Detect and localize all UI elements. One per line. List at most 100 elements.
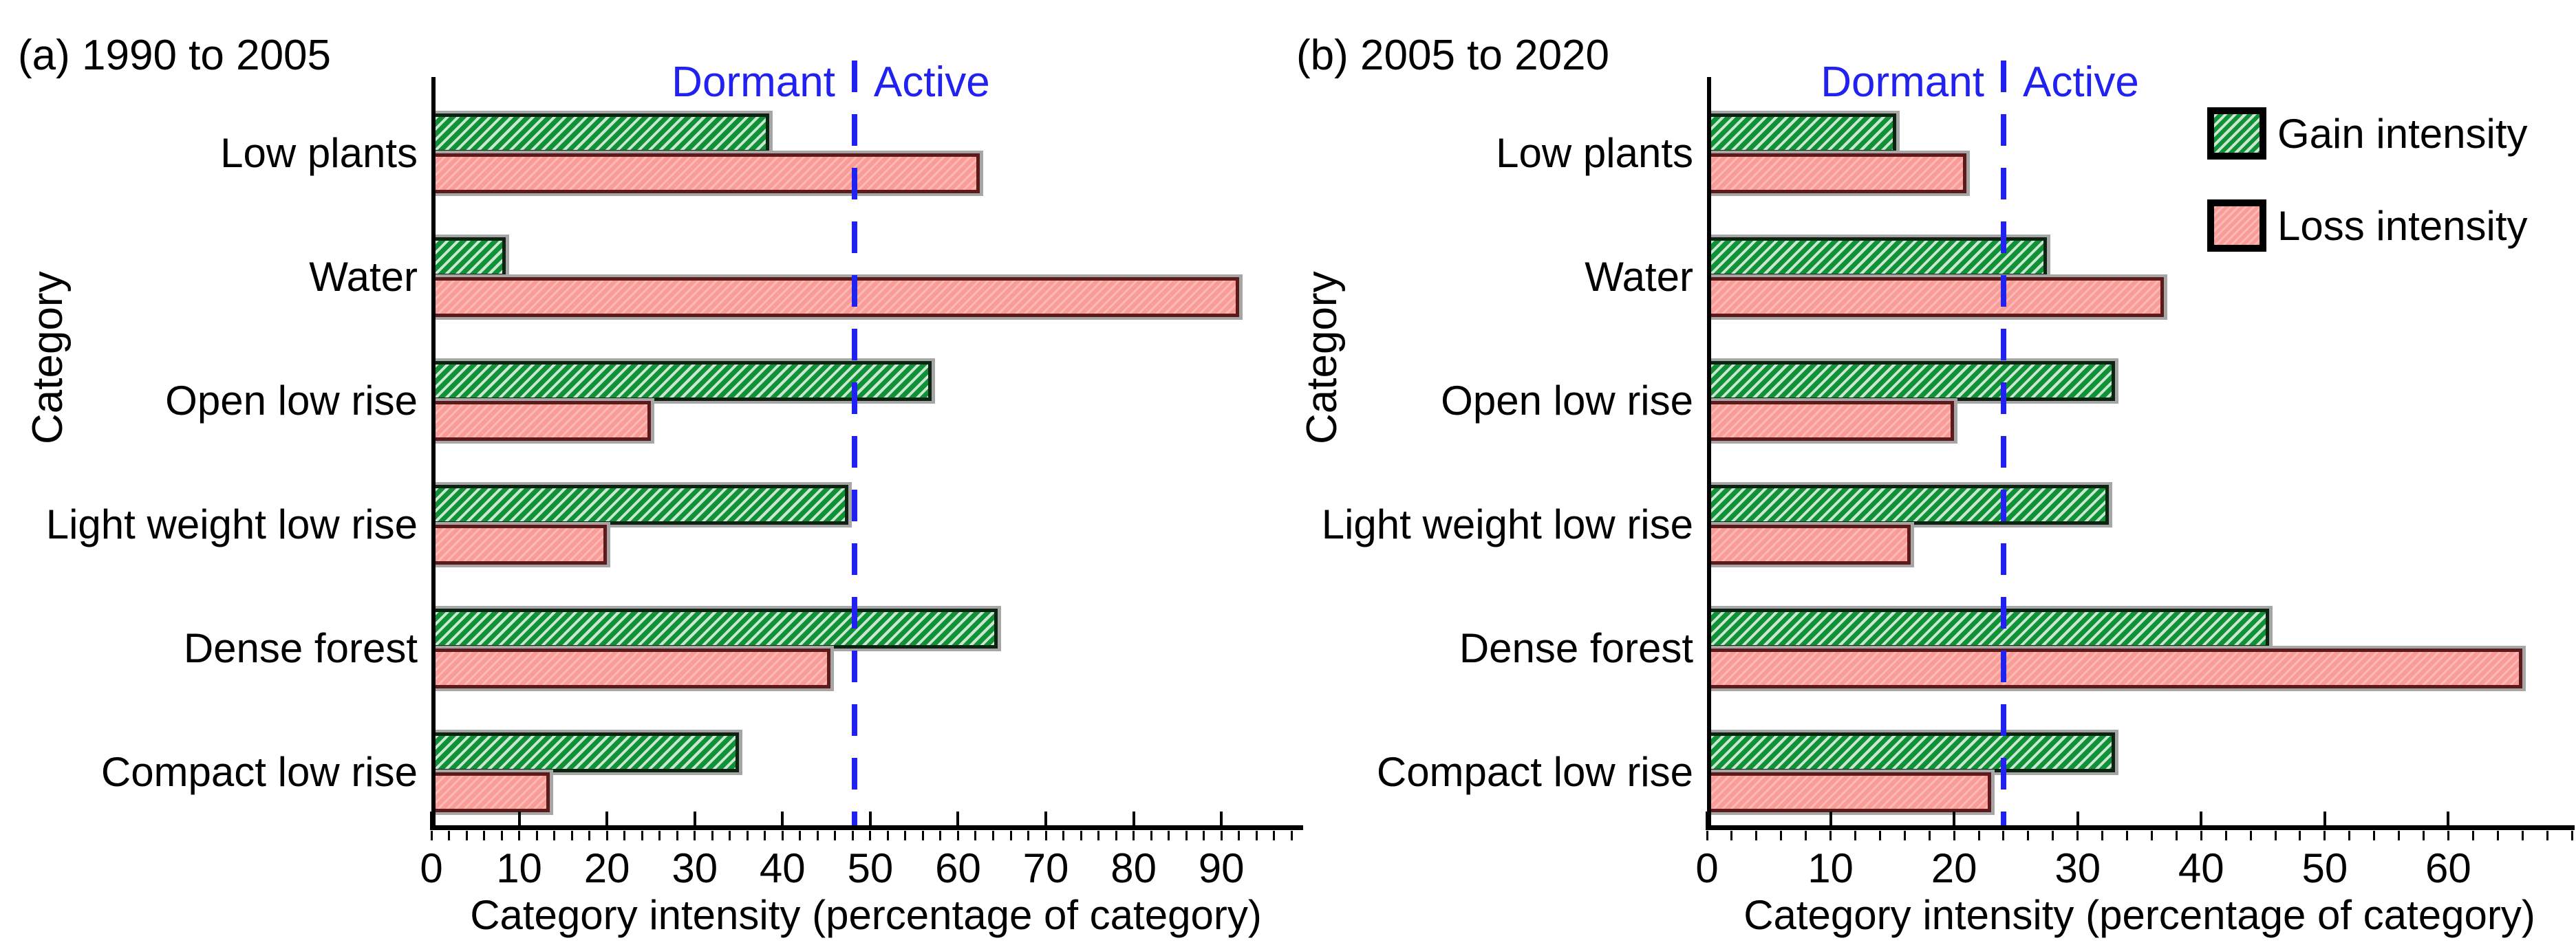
panel-a-x-major-tick xyxy=(517,812,521,825)
panel-b-x-minor-tick xyxy=(2002,831,2005,840)
panel-a-x-axis-title: Category intensity (percentage of catego… xyxy=(470,892,1262,938)
panel-a-x-minor-tick xyxy=(465,831,468,840)
panel-b-x-major-tick xyxy=(1953,812,1956,825)
panel-a-active-label: Active xyxy=(873,58,990,106)
panel-b-x-minor-tick xyxy=(2546,831,2548,840)
panel-b-x-minor-tick xyxy=(2224,831,2227,840)
panel-a-loss-bar-2 xyxy=(431,401,651,441)
panel-b-x-minor-tick xyxy=(2447,831,2449,840)
panel-a-x-minor-tick xyxy=(448,831,450,840)
panel-a-x-minor-tick xyxy=(974,831,977,840)
panel-a-x-minor-tick xyxy=(1115,831,1117,840)
panel-a-category-label: Compact low rise xyxy=(100,749,418,795)
panel-b-x-minor-tick xyxy=(2150,831,2153,840)
panel-a-x-tick-label: 20 xyxy=(583,845,630,891)
panel-a-x-minor-tick xyxy=(764,831,766,840)
panel-a-x-minor-tick xyxy=(1027,831,1029,840)
panel-a-x-minor-tick xyxy=(483,831,486,840)
panel-b-x-minor-tick xyxy=(2570,831,2573,840)
panel-b-gain-bar-1 xyxy=(1707,237,2047,277)
panel-a-gain-bar-2 xyxy=(431,361,932,401)
panel-a-x-major-tick xyxy=(1044,812,1048,825)
legend: Gain intensity Loss intensity xyxy=(2207,107,2528,252)
panel-a-x-tick-label: 10 xyxy=(496,845,542,891)
panel-b-x-minor-tick xyxy=(1928,831,1931,840)
panel-a-x-minor-tick xyxy=(658,831,661,840)
panel-a-x-minor-tick xyxy=(991,831,994,840)
panel-b-active-label: Active xyxy=(2022,58,2139,106)
panel-a-x-minor-tick xyxy=(1150,831,1152,840)
panel-b-dormant-label: Dormant xyxy=(1821,58,1984,106)
panel-b-x-major-tick xyxy=(2447,812,2450,825)
panel-b-x-minor-tick xyxy=(2200,831,2202,840)
panel-b-x-minor-tick xyxy=(2323,831,2326,840)
panel-b-loss-bar-4 xyxy=(1707,649,2523,688)
panel-b-category-label: Light weight low rise xyxy=(1321,501,1693,547)
panel-a-x-minor-tick xyxy=(851,831,854,840)
panel-a-x-minor-tick xyxy=(1168,831,1170,840)
panel-a-gain-bar-1 xyxy=(431,237,506,277)
panel-b-x-minor-tick xyxy=(2299,831,2301,840)
panel-a-x-minor-tick xyxy=(1044,831,1047,840)
panel-b-x-major-tick xyxy=(1829,812,1832,825)
panel-a-x-minor-tick xyxy=(1290,831,1293,840)
panel-b-x-axis-line xyxy=(1706,825,2575,830)
panel-b-loss-bar-2 xyxy=(1707,401,1955,441)
panel-a-x-minor-tick xyxy=(729,831,731,840)
panel-a-x-major-tick xyxy=(693,812,696,825)
panel-b-x-minor-tick xyxy=(1755,831,1758,840)
panel-a-x-minor-tick xyxy=(1203,831,1205,840)
panel-a-x-minor-tick xyxy=(921,831,924,840)
panel-a-x-minor-tick xyxy=(834,831,837,840)
panel-b-x-minor-tick xyxy=(1977,831,1980,840)
panel-a-x-minor-tick xyxy=(605,831,608,840)
panel-a-loss-bar-4 xyxy=(431,649,831,688)
panel-b-plot-area: 0 10 20 30 40 50 60 Low plants Water Open low ris… xyxy=(1322,59,2575,891)
panel-b-x-minor-tick xyxy=(1730,831,1733,840)
panel-a-x-minor-tick xyxy=(676,831,678,840)
panel-a-loss-bar-1 xyxy=(431,277,1239,317)
panel-b-loss-bar-5 xyxy=(1707,772,1991,812)
panel-a-x-minor-tick xyxy=(1080,831,1082,840)
panel-b-category-label: Open low rise xyxy=(1441,378,1693,424)
panel-a-x-minor-tick xyxy=(1255,831,1258,840)
panel-a-x-tick-label: 40 xyxy=(759,845,806,891)
panel-a-x-minor-tick xyxy=(588,831,591,840)
panel-b-x-tick-label: 50 xyxy=(2301,845,2348,891)
panel-a-category-label: Dense forest xyxy=(183,625,418,671)
panel-b-x-tick-label: 30 xyxy=(2054,845,2101,891)
panel-b-x-minor-tick xyxy=(2027,831,2030,840)
legend-label-loss: Loss intensity xyxy=(2277,202,2528,249)
panel-b-x-minor-tick xyxy=(2076,831,2079,840)
panel-b-x-minor-tick xyxy=(2052,831,2054,840)
panel-a-x-tick-label: 30 xyxy=(672,845,718,891)
panel-b-category-label: Dense forest xyxy=(1459,625,1693,671)
panel-a-x-minor-tick xyxy=(869,831,872,840)
panel-a-title: (a) 1990 to 2005 xyxy=(18,32,332,79)
panel-a-x-minor-tick xyxy=(1220,831,1223,840)
panel-a-x-minor-tick xyxy=(1185,831,1188,840)
panel-b-threshold-line xyxy=(2000,61,2006,825)
panel-a-x-minor-tick xyxy=(886,831,889,840)
panel-b-loss-bar-1 xyxy=(1707,277,2165,317)
panel-b-x-minor-tick xyxy=(2101,831,2104,840)
panel-b-x-minor-tick xyxy=(2249,831,2252,840)
panel-a-x-minor-tick xyxy=(1097,831,1100,840)
panel-b-x-tick-label: 10 xyxy=(1807,845,1854,891)
panel-b-category-label: Water xyxy=(1585,254,1693,300)
panel-b-loss-bar-3 xyxy=(1707,525,1911,565)
panel-a-x-tick-label: 0 xyxy=(420,845,443,891)
panel-b-x-major-tick xyxy=(2323,812,2326,825)
panel-b-x-tick-label: 40 xyxy=(2178,845,2224,891)
panel-a-x-minor-tick xyxy=(1009,831,1012,840)
panel-a-dormant-label: Dormant xyxy=(672,58,835,106)
panel-a-x-minor-tick xyxy=(799,831,802,840)
panel-a-x-minor-tick xyxy=(518,831,521,840)
panel-b-x-minor-tick xyxy=(1903,831,1906,840)
panel-a-x-minor-tick xyxy=(781,831,784,840)
panel-a-x-axis-line xyxy=(430,825,1303,830)
panel-b-x-minor-tick xyxy=(2373,831,2376,840)
panel-a-x-minor-tick xyxy=(500,831,503,840)
panel-a-x-major-tick xyxy=(1220,812,1223,825)
